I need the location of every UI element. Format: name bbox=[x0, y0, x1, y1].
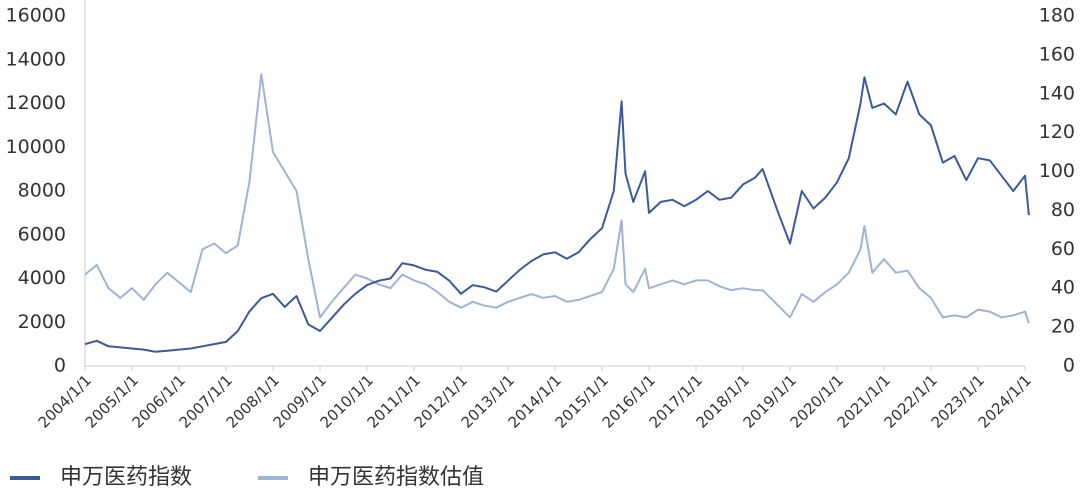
legend-label: 申万医药指数估值 bbox=[308, 465, 484, 490]
y-tick-label: 0 bbox=[54, 355, 66, 377]
series-line bbox=[84, 76, 1030, 353]
y2-tick-label: 140 bbox=[1039, 82, 1075, 104]
y2-tick-label: 40 bbox=[1051, 277, 1075, 299]
y2-tick-label: 100 bbox=[1039, 160, 1075, 182]
y-tick-label: 16000 bbox=[6, 5, 66, 27]
y-tick-label: 6000 bbox=[18, 223, 66, 245]
y2-tick-label: 160 bbox=[1039, 43, 1075, 65]
y2-tick-label: 60 bbox=[1051, 238, 1075, 260]
y2-tick-label: 120 bbox=[1039, 121, 1075, 143]
legend-label: 申万医药指数 bbox=[60, 465, 192, 490]
y2-tick-label: 80 bbox=[1051, 199, 1075, 221]
y-tick-label: 8000 bbox=[18, 180, 66, 202]
y2-tick-label: 20 bbox=[1051, 316, 1075, 338]
y-tick-label: 14000 bbox=[6, 48, 66, 70]
series-line bbox=[84, 73, 1030, 324]
y2-tick-label: 180 bbox=[1039, 5, 1075, 27]
y-tick-label: 10000 bbox=[6, 136, 66, 158]
y-tick-label: 4000 bbox=[18, 267, 66, 289]
y-tick-label: 12000 bbox=[6, 92, 66, 114]
y2-tick-label: 0 bbox=[1063, 355, 1075, 377]
y-tick-label: 2000 bbox=[18, 311, 66, 333]
